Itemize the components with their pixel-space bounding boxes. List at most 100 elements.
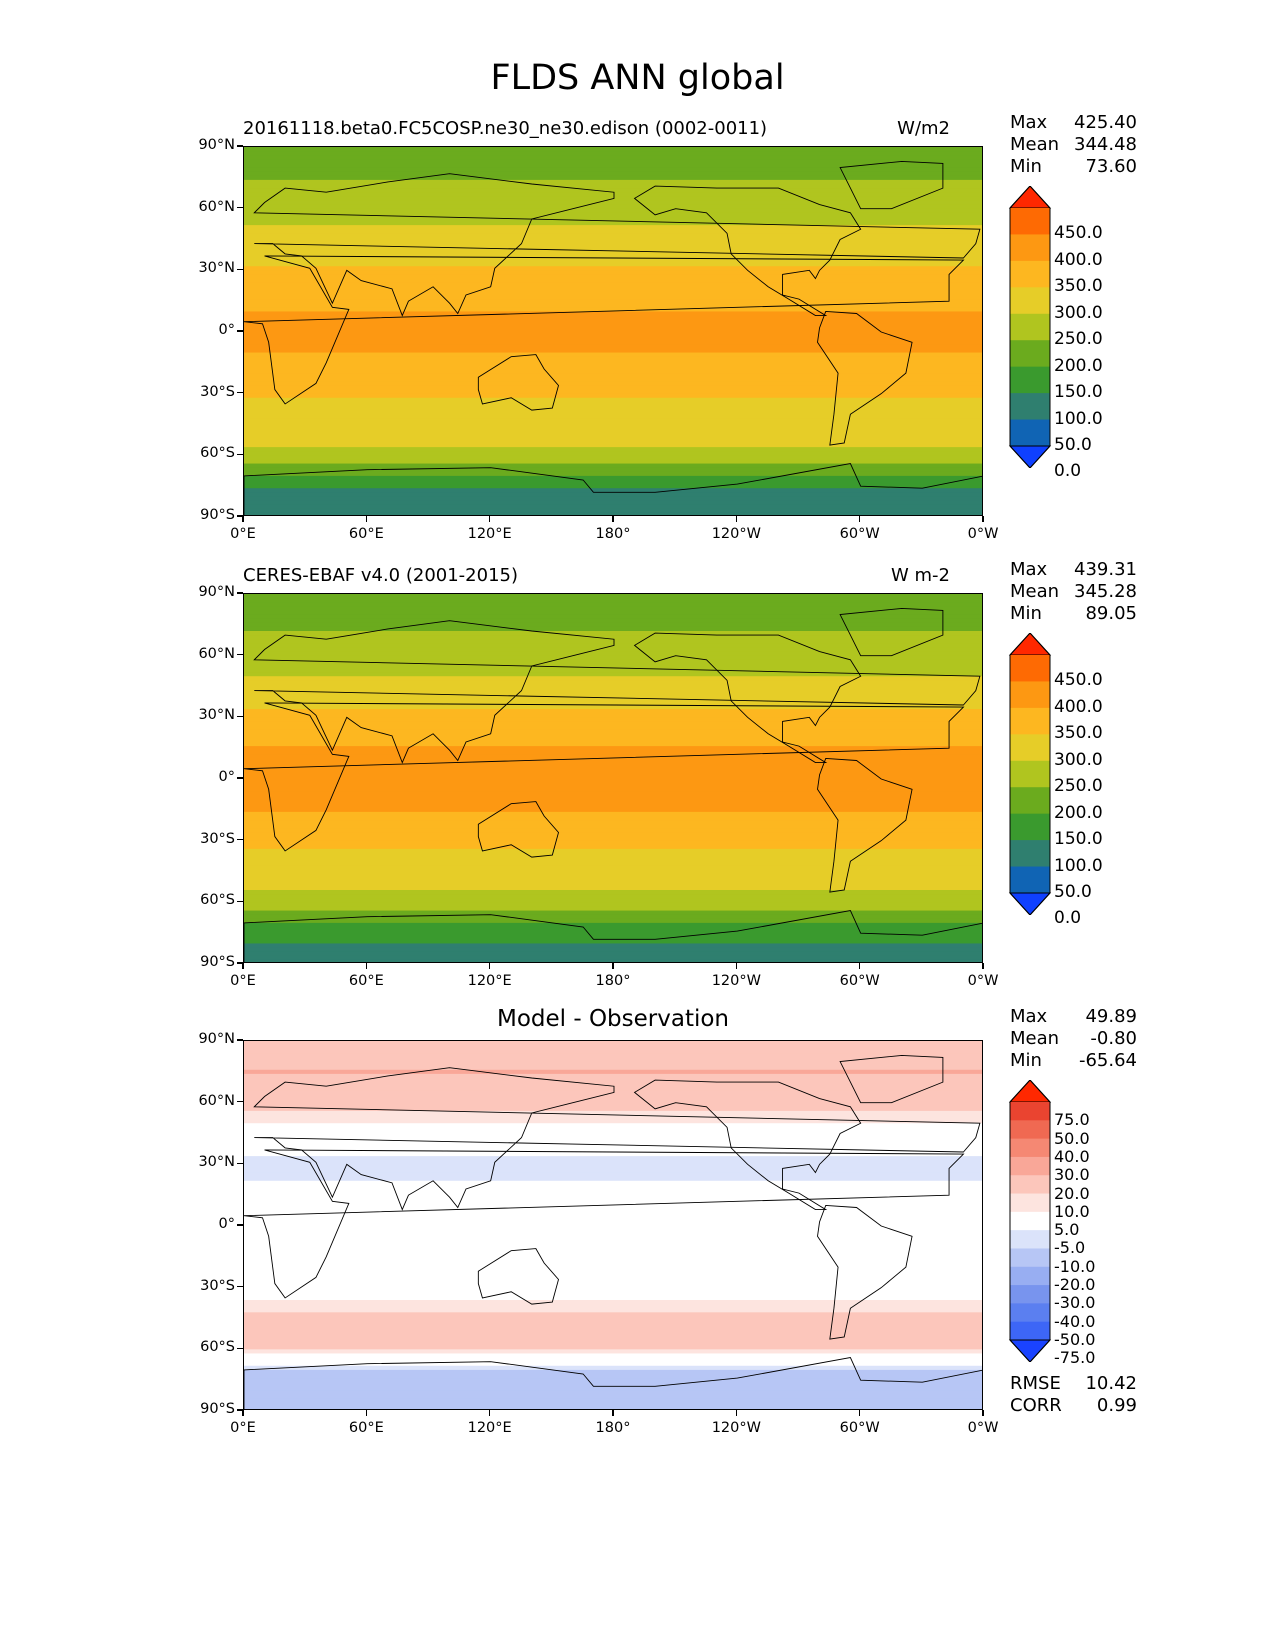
- zonal-band: [244, 496, 982, 502]
- lon-tick: [488, 1410, 491, 1416]
- zonal-band: [244, 709, 982, 714]
- colorbar-segment: [1010, 419, 1050, 447]
- zonal-band: [244, 1156, 982, 1161]
- zonal-band: [244, 1349, 982, 1355]
- colorbar-tick-label: 450.0: [1054, 670, 1103, 691]
- stat-max: 425.40: [1074, 112, 1137, 133]
- zonal-band: [244, 906, 982, 912]
- zonal-band: [244, 179, 982, 185]
- colorbar-segment: [1010, 787, 1050, 815]
- zonal-band: [244, 167, 982, 173]
- lat-tick: [237, 268, 243, 271]
- africa-coastline: [244, 255, 965, 405]
- zonal-band: [244, 270, 982, 276]
- lon-tick: [735, 516, 738, 522]
- zonal-band: [244, 278, 982, 284]
- zonal-band: [244, 430, 982, 436]
- colorbar-segment: [1010, 1211, 1050, 1231]
- lat-tick: [237, 1100, 243, 1103]
- colorbar-tick-label: -30.0: [1054, 1293, 1096, 1313]
- zonal-band: [244, 356, 982, 362]
- zonal-band: [244, 229, 982, 234]
- lon-tick-label: 180°: [595, 526, 631, 542]
- zonal-band: [244, 729, 982, 735]
- zonal-band: [244, 192, 982, 197]
- zonal-band: [244, 1098, 982, 1104]
- lon-tick: [735, 1410, 738, 1416]
- zonal-band: [244, 295, 982, 300]
- zonal-band: [244, 1345, 982, 1350]
- colorbar-tick-label: 40.0: [1054, 1146, 1090, 1166]
- stat-min-label: Min: [1010, 156, 1042, 177]
- south-america-coastline: [817, 310, 913, 446]
- zonal-band: [244, 1045, 982, 1050]
- lat-tick: [237, 391, 243, 394]
- zonal-band: [244, 1361, 982, 1367]
- zonal-band: [244, 610, 982, 616]
- zonal-band: [244, 1390, 982, 1396]
- zonal-band: [244, 1394, 982, 1400]
- zonal-band: [244, 721, 982, 727]
- panel3-map: [243, 1040, 983, 1410]
- zonal-band: [244, 717, 982, 723]
- zonal-band: [244, 746, 982, 751]
- zonal-band: [244, 1164, 982, 1170]
- africa-coastline: [244, 702, 965, 852]
- zonal-band: [244, 951, 982, 957]
- zonal-band: [244, 770, 982, 776]
- zonal-band: [244, 696, 982, 702]
- lat-tick-label: 30°N: [198, 1154, 235, 1171]
- zonal-band: [244, 1287, 982, 1293]
- stat-min: -65.64: [1078, 1050, 1137, 1071]
- zonal-band: [244, 249, 982, 255]
- stat-min: 73.60: [1085, 156, 1137, 177]
- colorbar-outline: [1009, 186, 1051, 468]
- zonal-band: [244, 159, 982, 165]
- zonal-band: [244, 410, 982, 415]
- colorbar-tick-label: 450.0: [1054, 223, 1103, 244]
- colorbar-tick-label: 75.0: [1054, 1110, 1090, 1130]
- zonal-band: [244, 286, 982, 292]
- zonal-band: [244, 1374, 982, 1379]
- zonal-band: [244, 1061, 982, 1067]
- lon-tick-label: 180°: [595, 973, 631, 989]
- zonal-band: [244, 1073, 982, 1079]
- zonal-band: [244, 1234, 982, 1239]
- zonal-band: [244, 1172, 982, 1178]
- zonal-band: [244, 1135, 982, 1141]
- lat-tick-label: 60°S: [200, 1339, 235, 1356]
- zonal-band: [244, 163, 982, 169]
- south-america-coastline: [817, 1204, 913, 1340]
- zonal-band: [244, 742, 982, 747]
- zonal-band: [244, 927, 982, 932]
- zonal-band: [244, 1226, 982, 1231]
- colorbar-tick-label: 150.0: [1054, 829, 1103, 850]
- zonal-band: [244, 676, 982, 681]
- zonal-band: [244, 307, 982, 313]
- zonal-band: [244, 668, 982, 673]
- zonal-band: [244, 869, 982, 875]
- stat-mean-label: Mean: [1010, 581, 1060, 602]
- zonal-band: [244, 1053, 982, 1059]
- zonal-band: [244, 947, 982, 953]
- stat-max: 439.31: [1074, 559, 1137, 580]
- panel3-title: Model - Observation: [496, 1006, 730, 1032]
- zonal-band: [244, 336, 982, 341]
- zonal-band: [244, 155, 982, 160]
- colorbar-tick-label: 50.0: [1054, 435, 1092, 455]
- zonal-band: [244, 1263, 982, 1268]
- zonal-band: [244, 832, 982, 838]
- panel3-metrics: RMSE 10.42 CORR 0.99: [1010, 1373, 1137, 1417]
- zonal-band: [244, 233, 982, 239]
- antarctica-coastline: [244, 910, 982, 962]
- zonal-band: [244, 274, 982, 280]
- zonal-band: [244, 1152, 982, 1157]
- zonal-band: [244, 184, 982, 189]
- zonal-band: [244, 713, 982, 718]
- panel3-field: [244, 1041, 982, 1409]
- panel3-colorbar: [1008, 1080, 1052, 1362]
- colorbar-outline: [1009, 633, 1051, 915]
- zonal-band: [244, 1320, 982, 1326]
- colorbar-segment: [1010, 1120, 1050, 1140]
- zonal-band: [244, 344, 982, 350]
